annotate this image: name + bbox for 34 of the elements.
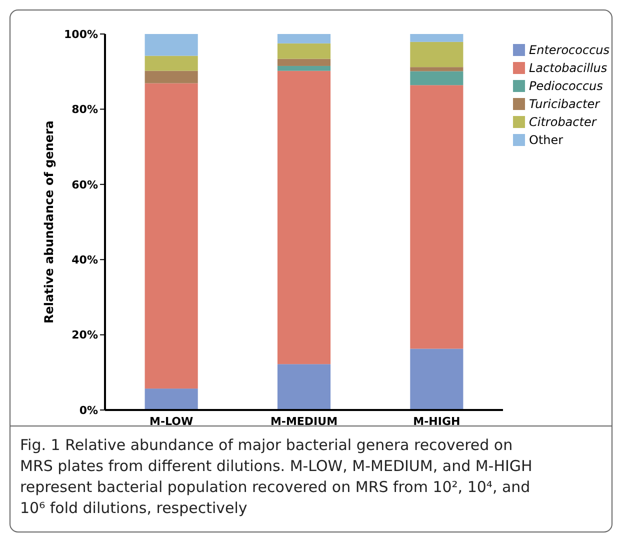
legend-label: Enterococcus [529, 43, 610, 57]
y-tick-label: 20% [72, 328, 98, 342]
bar [410, 71, 464, 86]
bar [277, 70, 331, 364]
bar [277, 43, 331, 59]
bar [410, 34, 464, 42]
legend-label: Turicibacter [529, 97, 601, 111]
x-tick-label: M-MEDIUM [270, 415, 338, 428]
y-tick-label: 80% [72, 103, 98, 116]
bar [144, 34, 198, 56]
caption: Fig. 1 Relative abundance of major bacterial genera recovered on MRS plates from different dilutions. M-LOW, M-MEDIUM, and M-HIGH represent bacterial population recovered on MRS from 10², 10⁴, and 10⁶ fold dilutions, respectively [20, 436, 532, 517]
bar [410, 85, 464, 349]
bar [277, 364, 331, 410]
bar [144, 70, 198, 84]
y-tick-label: 60% [72, 178, 98, 192]
bar [410, 348, 464, 410]
bar [144, 83, 198, 389]
bar [144, 56, 198, 71]
y-tick-label: 40% [72, 253, 98, 266]
bar [277, 58, 331, 66]
legend-label: Lactobacillus [529, 61, 608, 75]
bar [277, 66, 331, 71]
y-axis-title: Relative abundance of genera [42, 120, 56, 324]
bar [410, 42, 464, 68]
bar [410, 67, 464, 72]
x-tick-label: M-HIGH [413, 415, 460, 428]
legend-label: Other [529, 133, 564, 147]
bar [277, 34, 331, 44]
bar [144, 388, 198, 410]
legend-label: Citrobacter [529, 115, 598, 129]
x-tick-label: M-LOW [150, 415, 194, 428]
legend-label: Pediococcus [529, 79, 603, 93]
y-tick-label: 0% [79, 404, 98, 417]
y-tick-label: 100% [64, 28, 98, 41]
